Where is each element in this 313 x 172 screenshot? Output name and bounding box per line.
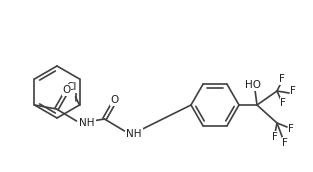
Text: O: O: [110, 95, 119, 105]
Text: F: F: [282, 138, 288, 148]
Text: NH: NH: [126, 129, 142, 139]
Text: F: F: [280, 98, 286, 108]
Text: NH: NH: [80, 118, 95, 128]
Text: F: F: [288, 124, 294, 134]
Text: Cl: Cl: [66, 82, 77, 92]
Text: F: F: [272, 132, 278, 142]
Text: HO: HO: [245, 80, 261, 90]
Text: O: O: [62, 85, 71, 95]
Text: F: F: [290, 86, 296, 96]
Text: F: F: [279, 74, 285, 84]
